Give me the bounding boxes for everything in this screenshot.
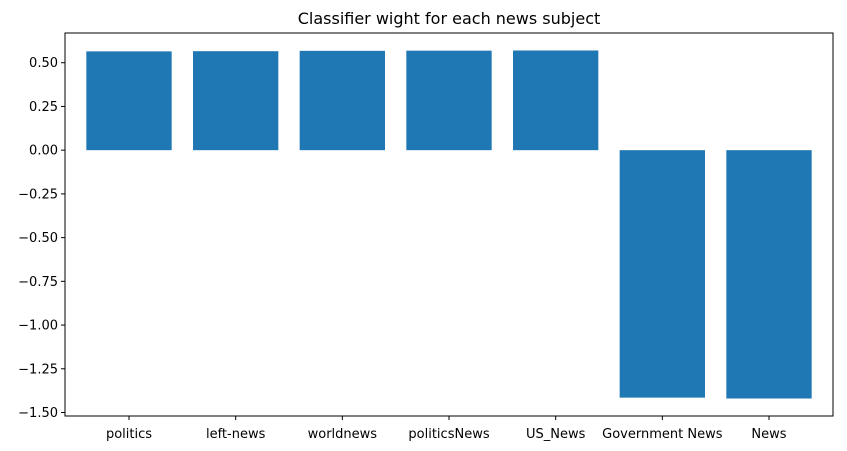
bar-us-news: [513, 50, 599, 151]
x-tick-label: News: [751, 427, 786, 442]
bar-politics: [86, 51, 172, 151]
bars-group: [86, 50, 812, 399]
y-tick-label: −0.25: [18, 187, 58, 202]
y-tick-label: −1.25: [18, 362, 58, 377]
plot-frame: [64, 32, 834, 417]
x-tick-label: US_News: [526, 427, 586, 442]
bar-news: [726, 150, 812, 399]
x-tick-label: worldnews: [308, 427, 378, 442]
x-tick-label: left-news: [206, 427, 266, 442]
y-tick-label: −0.75: [18, 275, 58, 290]
bar-government-news: [619, 150, 705, 398]
y-tick-label: −1.50: [18, 406, 58, 421]
y-tick-label: 0.25: [29, 100, 58, 115]
x-tick-label: politicsNews: [408, 427, 489, 442]
x-tick-label: Government News: [602, 427, 723, 442]
x-tick-label: politics: [106, 427, 152, 442]
bar-worldnews: [299, 50, 385, 151]
y-axis: 0.50 0.25 0.00 −0.25 −0.50 −0.75 −1.00 −1.25 −1.…: [18, 56, 65, 421]
y-tick-label: 0.50: [29, 56, 58, 71]
y-tick-label: −0.50: [18, 231, 58, 246]
chart-title: Classifier wight for each news subject: [298, 9, 601, 28]
bar-left-news: [193, 51, 279, 151]
bar-politicsnews: [406, 50, 492, 151]
x-axis: politics left-news worldnews politicsNews US…: [106, 416, 787, 442]
y-tick-label: 0.00: [29, 144, 58, 159]
y-tick-label: −1.00: [18, 319, 58, 334]
